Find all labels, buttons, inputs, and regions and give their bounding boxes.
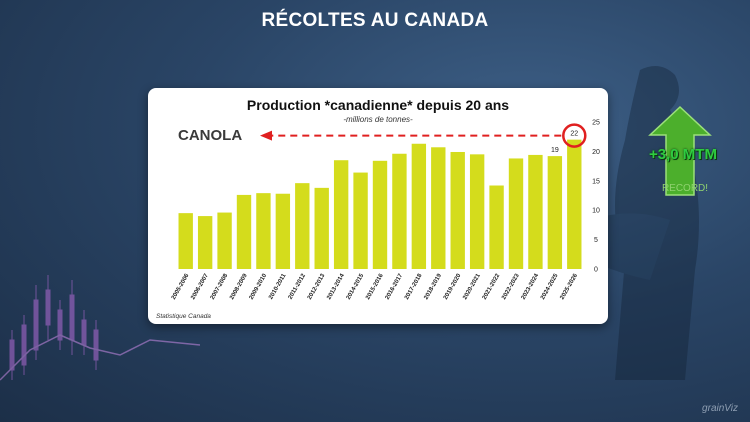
x-tick-label: 2011-2012 [288,272,308,300]
x-tick-label: 2010-2011 [268,272,288,300]
y-tick-label: 25 [592,120,600,127]
bar-2013-2014 [333,160,349,269]
x-tick-label: 2020-2021 [462,272,482,300]
bar-2009-2010 [256,193,271,269]
bar-2011-2012 [295,183,310,269]
bar-2016-2017 [392,153,407,269]
x-tick-label: 2008-2009 [229,272,249,300]
x-axis: 2005-2006 2006-2007 2007-2008 2008-2009 2009… [171,272,579,300]
bar-2008-2009 [236,194,252,269]
bar-2025-2026 [567,139,582,269]
bar-2010-2011 [275,193,291,269]
bar-2017-2018 [411,143,427,269]
bar-2005-2006 [178,213,193,269]
bar-2012-2013 [314,187,329,269]
bar-2019-2020 [450,151,465,269]
record-label: RECORD! [661,183,709,194]
bar-series [178,139,582,269]
x-tick-label: 2009-2010 [249,272,269,300]
bar-2014-2015 [353,172,368,269]
record-increase-value: +3,0 MTM [649,146,717,163]
x-tick-label: 2012-2013 [307,272,327,300]
bar-2020-2021 [469,154,485,269]
crop-label: CANOLA [178,127,242,144]
x-tick-label: 2006-2007 [190,272,210,300]
y-tick-label: 15 [592,178,600,185]
canola-production-chart: Production *canadienne* depuis 20 ans -m… [156,97,600,320]
x-tick-label: 2015-2016 [365,272,385,300]
x-tick-label: 2019-2020 [443,272,463,300]
page-headline: RÉCOLTES AU CANADA [261,10,489,31]
x-tick-label: 2022-2023 [501,272,521,300]
bar-2021-2022 [489,185,504,269]
record-highlight-circle [562,123,587,148]
chart-card: Production *canadienne* depuis 20 ans -m… [148,88,608,324]
record-up-arrow-icon [648,105,712,196]
bar-2024-2025 [547,156,563,269]
data-label: 19 [551,147,559,154]
x-tick-label: 2018-2019 [423,272,443,300]
x-tick-label: 2021-2022 [482,272,502,300]
y-tick-label: 10 [592,208,600,215]
bar-2006-2007 [197,216,213,269]
background-candlestick-decoration [0,275,200,381]
x-tick-label: 2023-2024 [521,272,541,300]
chart-title: Production *canadienne* depuis 20 ans [247,97,509,113]
data-label: 22 [570,131,578,138]
x-tick-label: 2013-2014 [326,272,346,300]
y-tick-label: 0 [594,267,598,274]
bar-2022-2023 [508,158,524,269]
source-label: Statistique Canada [156,313,211,320]
bar-2007-2008 [217,212,232,269]
x-tick-label: 2005-2006 [171,272,191,300]
bar-2023-2024 [528,154,543,269]
x-tick-label: 2014-2015 [346,272,366,300]
y-tick-label: 5 [594,237,598,244]
y-axis: 0 5 10 15 20 25 [592,120,600,274]
brand-logo: grainViz [702,403,738,414]
y-tick-label: 20 [592,149,600,156]
x-tick-label: 2025-2026 [559,272,579,300]
x-tick-label: 2024-2025 [540,272,560,300]
x-tick-label: 2016-2017 [385,272,405,300]
x-tick-label: 2017-2018 [404,272,424,300]
chart-subtitle: -millions de tonnes- [343,115,413,124]
x-tick-label: 2007-2008 [210,272,230,300]
bar-2015-2016 [372,160,388,269]
bar-2018-2019 [431,147,446,269]
record-level-arrowhead [260,130,272,141]
